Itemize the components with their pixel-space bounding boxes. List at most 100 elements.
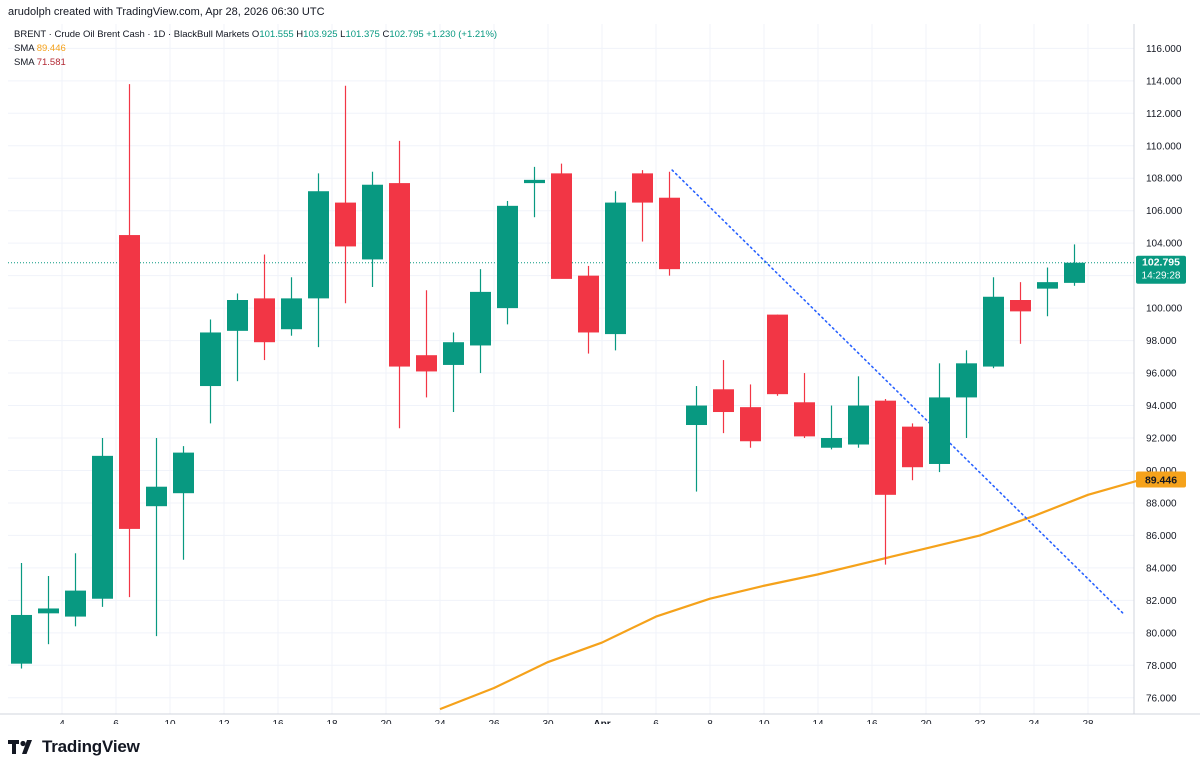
candle [38, 576, 59, 645]
y-tick-label: 110.000 [1146, 141, 1182, 152]
candle [794, 373, 815, 438]
x-tick-label: 10 [164, 719, 176, 724]
axis-frame [0, 24, 1200, 715]
y-tick-label: 82.000 [1146, 596, 1177, 607]
x-tick-label: 24 [434, 719, 446, 724]
candle-body [38, 608, 59, 614]
candle-body [416, 355, 437, 372]
candle [605, 191, 626, 351]
symbol-row[interactable]: BRENT · Crude Oil Brent Cash · 1D · Blac… [14, 28, 497, 42]
countdown-tag-value: 14:29:28 [1142, 271, 1181, 282]
y-tick-label: 112.000 [1146, 109, 1182, 120]
candle-body [227, 300, 248, 331]
candle-body [794, 402, 815, 437]
candle-body [605, 202, 626, 335]
sma1-value: 89.446 [36, 43, 66, 54]
tradingview-brand-text: TradingView [42, 737, 140, 756]
high-label: H [296, 29, 304, 40]
candle-body [389, 183, 410, 367]
candle [848, 376, 869, 448]
candle-body [308, 191, 329, 299]
candle-body [551, 173, 572, 279]
candle [281, 277, 302, 336]
candle [713, 360, 734, 434]
y-tick-label: 84.000 [1146, 563, 1177, 574]
candle [362, 171, 383, 288]
sma2-label: SMA [14, 57, 35, 68]
candle-body [173, 452, 194, 494]
candle [983, 277, 1004, 369]
price-chart[interactable]: 76.000 78.000 80.000 82.000 84.000 86.000 88.0… [0, 24, 1200, 724]
y-tick-label: 114.000 [1146, 76, 1182, 87]
candle [929, 363, 950, 473]
x-tick-label: 18 [326, 719, 338, 724]
close-value: 102.795 [389, 29, 424, 40]
sma-row-1[interactable]: SMA 89.446 [14, 42, 497, 56]
y-tick-label: 80.000 [1146, 628, 1177, 639]
y-tick-label: 86.000 [1146, 531, 1177, 542]
candle [173, 446, 194, 560]
candle [443, 332, 464, 413]
x-tick-label: 30 [542, 719, 554, 724]
candle [578, 265, 599, 354]
y-tick-label: 106.000 [1146, 206, 1183, 217]
sma-price-tag: 89.446 [1136, 471, 1186, 488]
candle [200, 319, 221, 424]
candle [821, 405, 842, 450]
candle [11, 563, 32, 669]
candle-body [686, 405, 707, 426]
candle [1037, 267, 1058, 317]
candle-body [443, 342, 464, 365]
y-tick-label: 94.000 [1146, 401, 1177, 412]
open-label: O [251, 29, 260, 40]
low-value: 101.375 [345, 29, 380, 40]
time-axis[interactable]: 4 6 10 12 16 18 20 24 26 30 Apr 6 8 10 14 16 20 22 24 28 [59, 719, 1094, 724]
x-tick-label: 6 [113, 719, 119, 724]
candle-body [848, 405, 869, 445]
candle-body [956, 363, 977, 398]
candles [11, 84, 1085, 669]
candle-body [1064, 262, 1085, 283]
tradingview-logo-icon [8, 740, 32, 754]
candle [659, 171, 680, 276]
candle [119, 84, 140, 598]
candle-body [578, 275, 599, 333]
y-tick-label: 108.000 [1146, 174, 1183, 185]
candle [92, 438, 113, 607]
footer: TradingView [8, 736, 140, 758]
candle [524, 166, 545, 218]
x-tick-label: 10 [758, 719, 770, 724]
candle-body [1037, 282, 1058, 289]
candle [416, 290, 437, 398]
candle [902, 423, 923, 481]
chart-legend: BRENT · Crude Oil Brent Cash · 1D · Blac… [14, 28, 497, 70]
candle-body [713, 389, 734, 413]
x-tick-label: 20 [380, 719, 392, 724]
sma-row-2[interactable]: SMA 71.581 [14, 56, 497, 70]
price-axis[interactable]: 76.000 78.000 80.000 82.000 84.000 86.000 88.0… [1146, 44, 1183, 704]
sma1-label: SMA [14, 43, 35, 54]
x-tick-label: 8 [707, 719, 713, 724]
x-tick-label: 28 [1082, 719, 1094, 724]
credit-text: arudolph created with TradingView.com, A… [8, 6, 325, 18]
candle-body [92, 455, 113, 599]
candle [227, 293, 248, 382]
candle [1010, 282, 1031, 344]
candle [335, 85, 356, 304]
x-tick-label: 16 [866, 719, 878, 724]
high-value: 103.925 [303, 29, 338, 40]
candle-body [632, 173, 653, 203]
x-tick-label: 16 [272, 719, 284, 724]
tradingview-logo[interactable]: TradingView [8, 737, 140, 757]
y-tick-label: 104.000 [1146, 239, 1183, 250]
x-tick-label: 24 [1028, 719, 1040, 724]
candle [308, 173, 329, 348]
candle-body [497, 205, 518, 309]
candle-body [281, 298, 302, 330]
candle-body [875, 400, 896, 495]
symbol-name: BRENT · Crude Oil Brent Cash · 1D · Blac… [14, 29, 250, 40]
candle-body [65, 590, 86, 617]
candle [1064, 244, 1085, 286]
sma-line [439, 478, 1143, 711]
candle-body [821, 438, 842, 448]
